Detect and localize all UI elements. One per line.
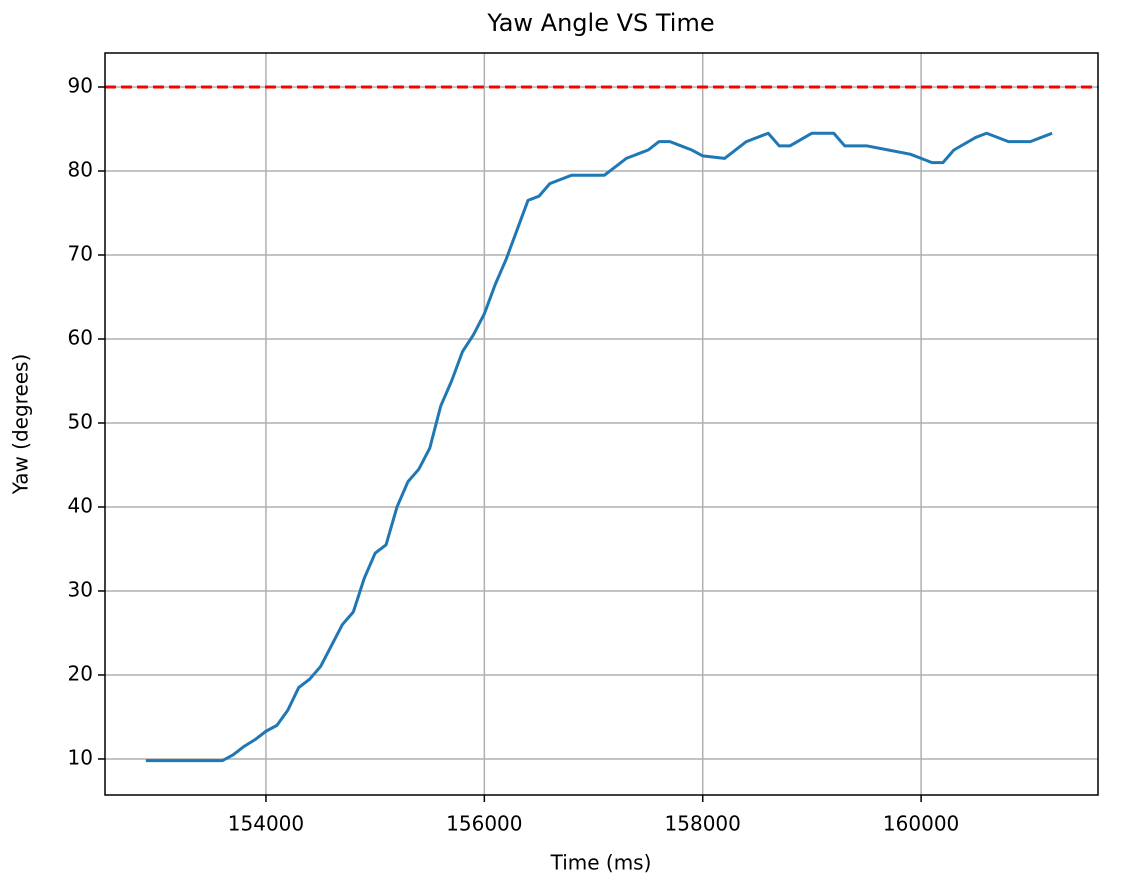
y-tick-label: 40 (68, 493, 93, 517)
x-tick-label: 154000 (228, 812, 304, 836)
y-tick-label: 20 (68, 661, 93, 685)
data-line (145, 131, 1053, 763)
x-tick-label: 156000 (446, 812, 522, 836)
plot-frame (104, 52, 1099, 796)
y-tick-label: 70 (68, 242, 93, 266)
y-tick-label: 80 (68, 158, 93, 182)
chart-title: Yaw Angle VS Time (486, 9, 714, 37)
y-tick-label: 30 (68, 577, 93, 601)
x-axis-label: Time (ms) (550, 851, 652, 875)
x-tick-label: 158000 (665, 812, 741, 836)
y-tick-label: 50 (68, 409, 93, 433)
y-tick-label: 90 (68, 74, 93, 98)
y-tick-label: 60 (68, 325, 93, 349)
y-tick-label: 10 (68, 745, 93, 769)
y-axis-label: Yaw (degrees) (9, 354, 33, 496)
x-tick-label: 160000 (883, 812, 959, 836)
